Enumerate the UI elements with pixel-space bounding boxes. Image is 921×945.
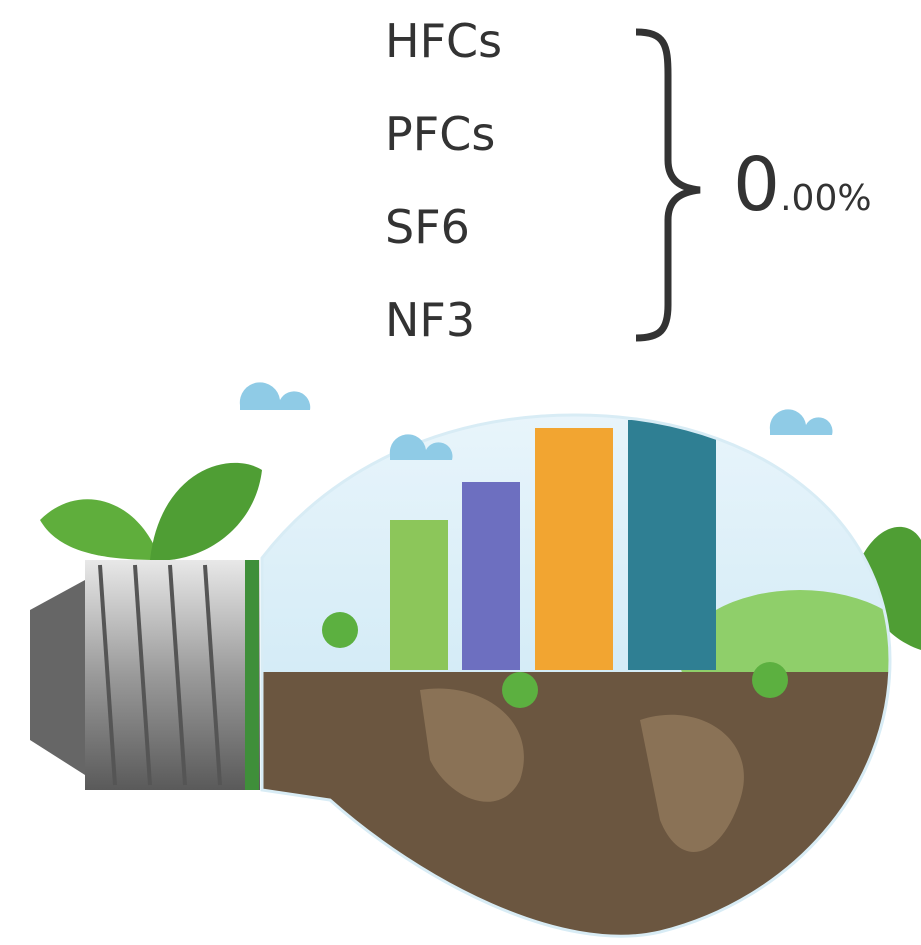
share-integer: 0 [733,142,780,228]
gas-label: HFCs [385,14,502,68]
gas-label: PFCs [385,107,495,161]
share-decimals: .00% [780,178,871,219]
gas-label: NF3 [385,293,475,347]
brace [635,28,701,342]
gas-label: SF6 [385,200,470,254]
illustration [30,382,921,938]
gas-list: HFCs PFCs SF6 NF3 [385,14,502,347]
share-value: 0.00% [733,142,872,228]
